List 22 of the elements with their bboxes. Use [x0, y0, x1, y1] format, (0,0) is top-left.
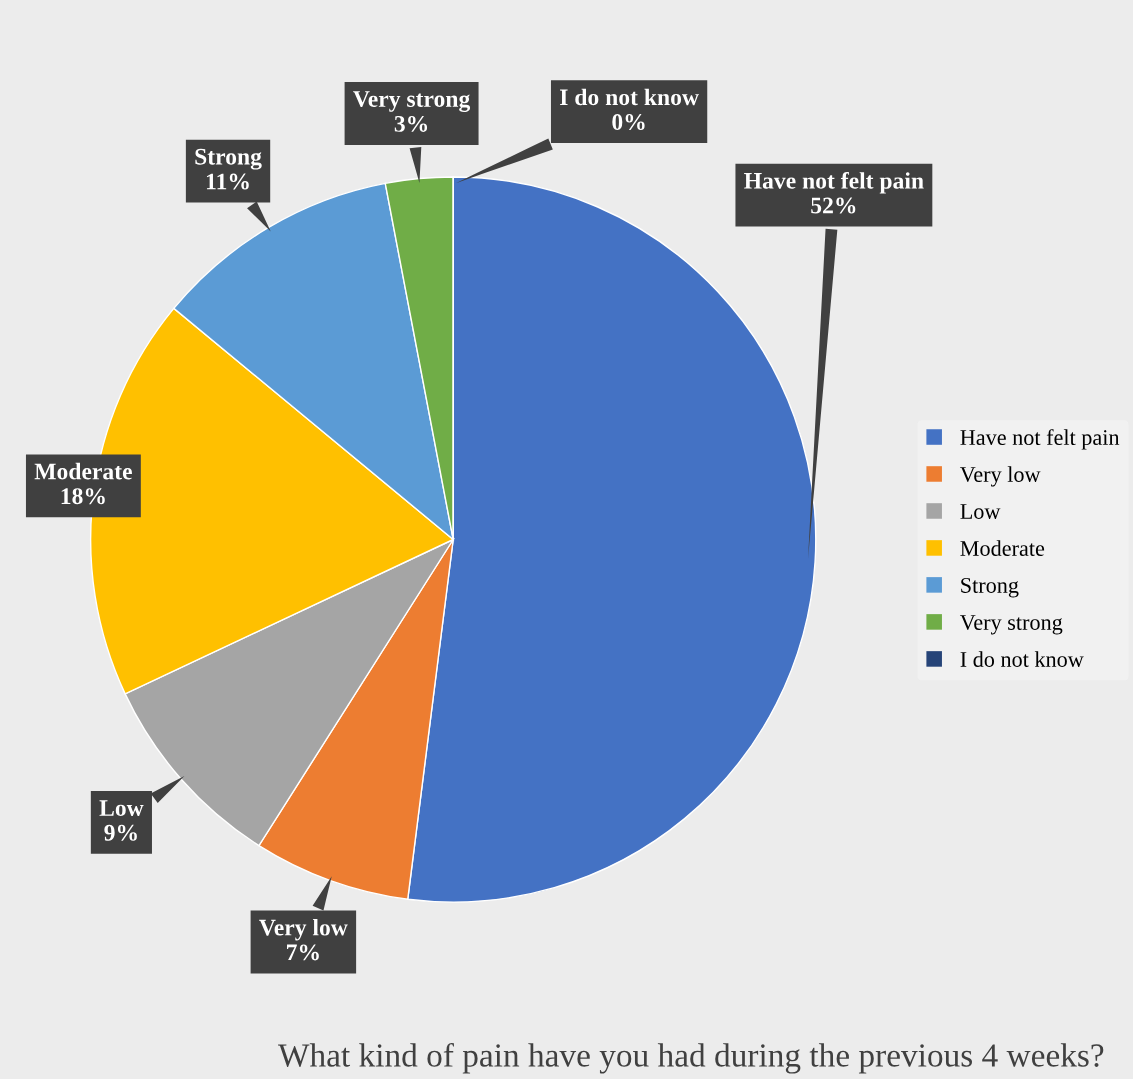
slice-label: Strong — [195, 148, 262, 170]
slice-label: Very strong — [353, 91, 471, 112]
text: What kind of pain have you had during the previous 4 weeks? — [278, 1042, 1104, 1074]
data-label: 9% — [104, 824, 137, 841]
legend-label: Moderate — [960, 540, 1045, 556]
legend-label: Very low — [959, 466, 1041, 487]
slice-label: Have not felt pain — [744, 171, 924, 194]
legend-label: Low — [960, 504, 1001, 519]
category-label: I do not know — [560, 88, 699, 106]
data-label: 18% — [61, 488, 105, 505]
legend-label: Have not felt pain — [960, 429, 1120, 450]
legend-label: I do not know — [960, 651, 1084, 667]
text: 0% — [612, 114, 645, 131]
slice-label: Low — [99, 800, 144, 816]
slice-label: Moderate — [34, 462, 132, 480]
data-label: 3% — [394, 115, 428, 132]
legend-label: Very strong — [959, 615, 1063, 635]
data-label: 7% — [287, 944, 319, 961]
slice-label: Very low — [259, 918, 348, 941]
data-label: 11% — [206, 173, 249, 190]
legend-label: Strong — [961, 577, 1019, 598]
data-label: 52% — [811, 197, 856, 214]
